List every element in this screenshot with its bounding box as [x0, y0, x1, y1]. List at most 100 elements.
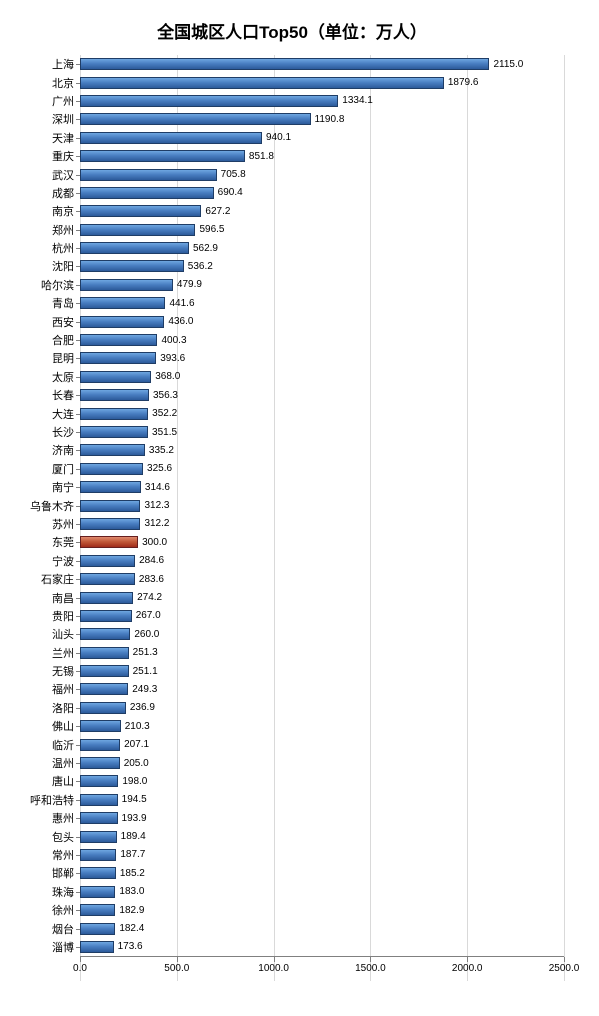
bar-category-label: 烟台	[52, 921, 80, 937]
bar-row: 兰州251.3	[80, 644, 564, 662]
bar	[80, 628, 130, 640]
bar-value-label: 441.6	[165, 298, 194, 309]
bar-category-label: 成都	[52, 185, 80, 201]
bar-row: 徐州182.9	[80, 901, 564, 919]
bar-category-label: 南宁	[52, 479, 80, 495]
bar-category-label: 厦门	[52, 461, 80, 477]
bar-category-label: 洛阳	[52, 700, 80, 716]
bar-row: 南京627.2	[80, 202, 564, 220]
bar	[80, 500, 140, 512]
bar-value-label: 368.0	[151, 371, 180, 382]
bar-category-label: 哈尔滨	[41, 277, 80, 293]
x-tick	[370, 957, 371, 962]
bar	[80, 58, 489, 70]
bar-value-label: 325.6	[143, 463, 172, 474]
x-tick	[467, 957, 468, 962]
bar	[80, 812, 118, 824]
bar-row: 天津940.1	[80, 129, 564, 147]
bar-row: 苏州312.2	[80, 515, 564, 533]
bar-category-label: 东莞	[52, 534, 80, 550]
bar-value-label: 940.1	[262, 132, 291, 143]
bar-row: 厦门325.6	[80, 460, 564, 478]
bar-value-label: 536.2	[184, 261, 213, 272]
bar	[80, 463, 143, 475]
bar	[80, 831, 117, 843]
x-tick	[177, 957, 178, 962]
bar-category-label: 深圳	[52, 111, 80, 127]
bar-category-label: 宁波	[52, 553, 80, 569]
bar-value-label: 198.0	[118, 776, 147, 787]
bar-row: 上海2115.0	[80, 55, 564, 73]
bar-row: 汕头260.0	[80, 625, 564, 643]
bar	[80, 481, 141, 493]
bar-category-label: 沈阳	[52, 258, 80, 274]
bar-value-label: 251.1	[129, 666, 158, 677]
gridline	[564, 55, 565, 981]
bar-category-label: 太原	[52, 369, 80, 385]
bar	[80, 187, 214, 199]
bar-value-label: 2115.0	[489, 59, 523, 70]
bar	[80, 371, 151, 383]
population-chart: 全国城区人口Top50（单位：万人） 上海2115.0北京1879.6广州133…	[0, 0, 599, 1016]
x-tick-label: 1000.0	[258, 963, 289, 974]
bar-row: 杭州562.9	[80, 239, 564, 257]
bar-value-label: 393.6	[156, 353, 185, 364]
bar-category-label: 大连	[52, 406, 80, 422]
bar-row: 呼和浩特194.5	[80, 791, 564, 809]
bar-value-label: 1190.8	[311, 114, 345, 125]
bar-value-label: 300.0	[138, 537, 167, 548]
bar-value-label: 182.4	[115, 923, 144, 934]
bar-category-label: 佛山	[52, 718, 80, 734]
bar-value-label: 210.3	[121, 721, 150, 732]
bar	[80, 95, 338, 107]
bar	[80, 904, 115, 916]
bar	[80, 408, 148, 420]
bar	[80, 775, 118, 787]
bar-row: 宁波284.6	[80, 552, 564, 570]
bar-value-label: 312.2	[140, 518, 169, 529]
bar-value-label: 335.2	[145, 445, 174, 456]
bar-row: 成都690.4	[80, 184, 564, 202]
bar-row: 武汉705.8	[80, 165, 564, 183]
bar	[80, 113, 311, 125]
bar-value-label: 1879.6	[444, 77, 479, 88]
bar-row: 长春356.3	[80, 386, 564, 404]
bar-category-label: 昆明	[52, 350, 80, 366]
bar-value-label: 193.9	[118, 813, 147, 824]
bar-row: 惠州193.9	[80, 809, 564, 827]
bar-row: 南宁314.6	[80, 478, 564, 496]
bar	[80, 279, 173, 291]
bar	[80, 702, 126, 714]
x-tick	[564, 957, 565, 962]
bar-value-label: 851.8	[245, 151, 274, 162]
bar-value-label: 351.5	[148, 427, 177, 438]
bar-row: 青岛441.6	[80, 294, 564, 312]
bar	[80, 573, 135, 585]
bar	[80, 555, 135, 567]
bar	[80, 205, 201, 217]
bar-value-label: 562.9	[189, 243, 218, 254]
bar	[80, 665, 129, 677]
bar-category-label: 苏州	[52, 516, 80, 532]
bar-row: 无锡251.1	[80, 662, 564, 680]
bar-row: 合肥400.3	[80, 331, 564, 349]
bars-container: 上海2115.0北京1879.6广州1334.1深圳1190.8天津940.1重…	[80, 55, 564, 956]
bar-category-label: 淄博	[52, 939, 80, 955]
bar	[80, 224, 195, 236]
bar-row: 郑州596.5	[80, 221, 564, 239]
bar-row: 邯郸185.2	[80, 864, 564, 882]
bar-row: 烟台182.4	[80, 919, 564, 937]
bar-category-label: 邯郸	[52, 865, 80, 881]
bar-value-label: 312.3	[140, 500, 169, 511]
bar-category-label: 武汉	[52, 167, 80, 183]
x-tick	[274, 957, 275, 962]
bar-value-label: 251.3	[129, 647, 158, 658]
bar-value-label: 400.3	[157, 335, 186, 346]
bar-value-label: 189.4	[117, 831, 146, 842]
bar-row: 珠海183.0	[80, 883, 564, 901]
bar-category-label: 北京	[52, 75, 80, 91]
x-tick-label: 2000.0	[452, 963, 483, 974]
bar	[80, 867, 116, 879]
bar-category-label: 长沙	[52, 424, 80, 440]
bar-row: 温州205.0	[80, 754, 564, 772]
